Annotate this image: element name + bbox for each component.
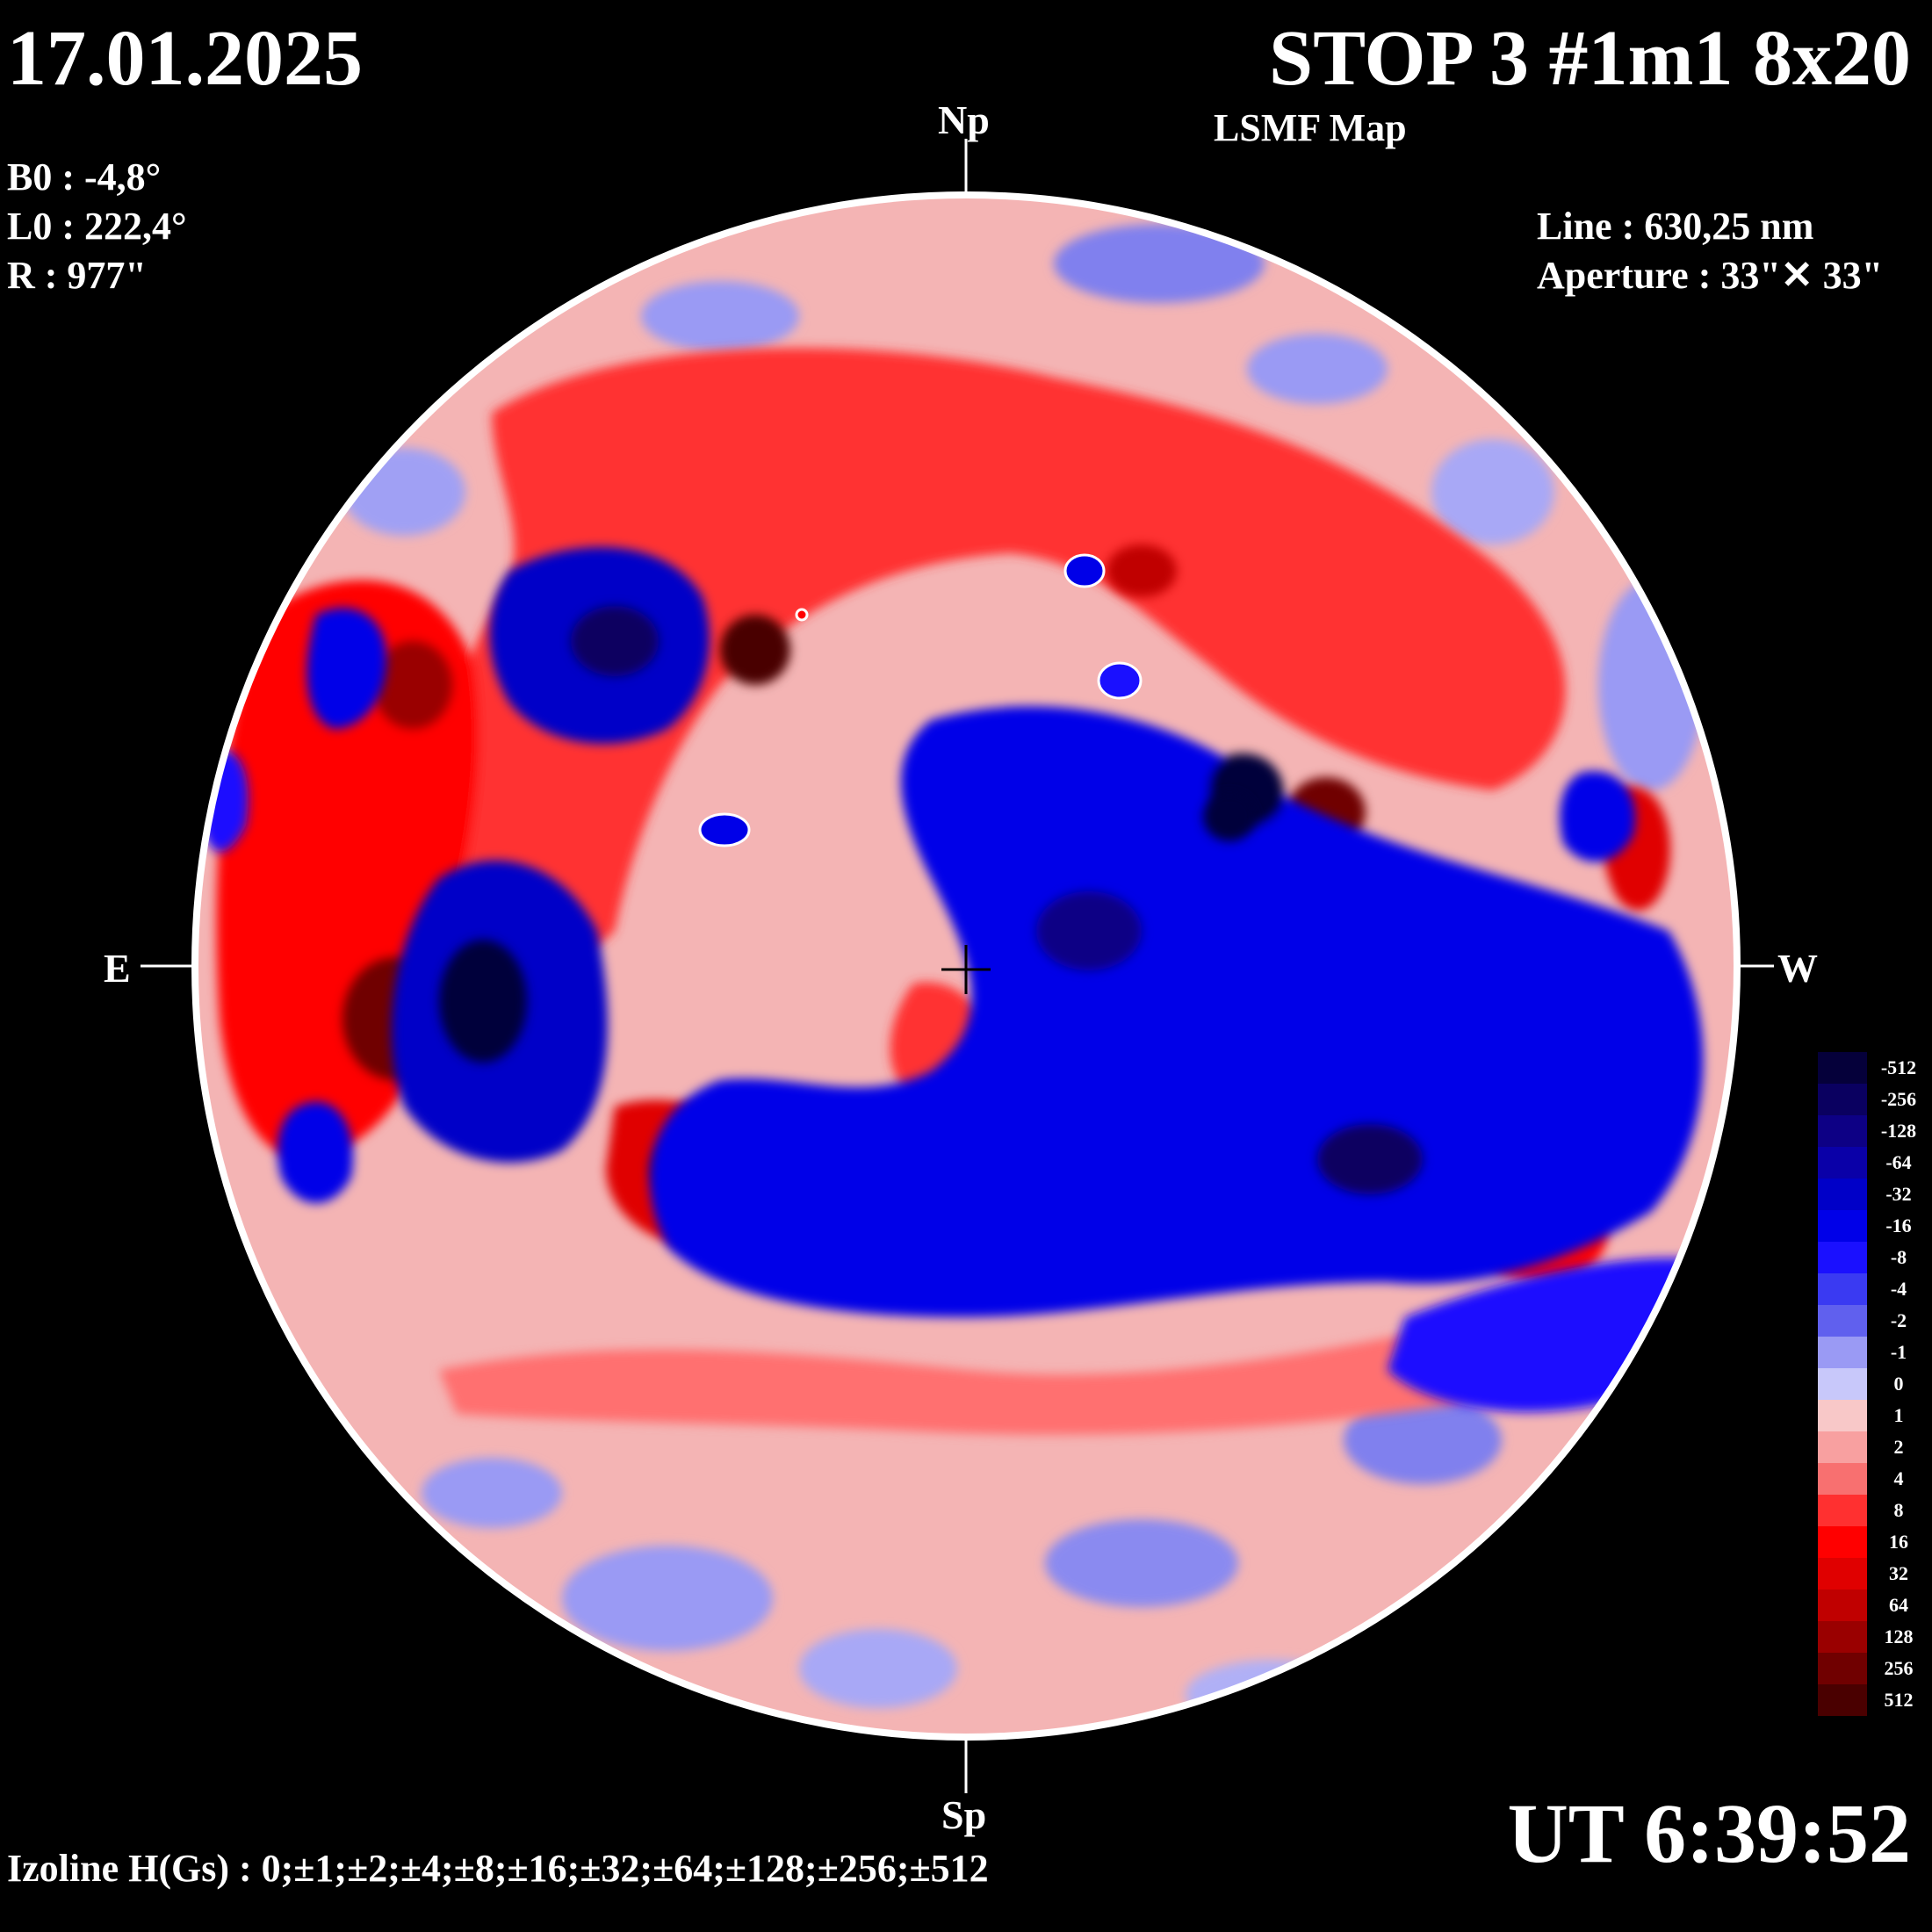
colorbar-cell <box>1818 1305 1867 1337</box>
west-label: W <box>1777 946 1818 991</box>
colorbar-cell <box>1818 1526 1867 1558</box>
colorbar-label: 2 <box>1893 1436 1904 1458</box>
colorbar-cell <box>1818 1337 1867 1368</box>
colorbar-cell <box>1818 1653 1867 1684</box>
colorbar-label: -128 <box>1880 1120 1917 1142</box>
observation-date: 17.01.2025 <box>7 15 363 102</box>
colorbar-label: 256 <box>1884 1657 1914 1679</box>
colorbar-cell <box>1818 1179 1867 1210</box>
colorbar-cell <box>1818 1115 1867 1147</box>
colorbar-cell <box>1818 1400 1867 1431</box>
colorbar-label: -8 <box>1890 1246 1907 1268</box>
aperture: Aperture : 33"✕ 33" <box>1537 254 1884 297</box>
weak-field-mottling <box>342 224 1704 1730</box>
param-b0: B0 : -4,8° <box>7 155 162 198</box>
colorbar-label: -2 <box>1890 1309 1907 1331</box>
colorbar-label: 4 <box>1893 1467 1904 1489</box>
colorbar-label: -4 <box>1890 1278 1907 1300</box>
colorbar-label: 0 <box>1893 1373 1904 1395</box>
south-label: Sp <box>941 1792 987 1837</box>
small-features <box>698 553 1143 847</box>
colorbar-cell <box>1818 1368 1867 1400</box>
map-subtitle: LSMF Map <box>1214 106 1407 149</box>
colorbar-cell <box>1818 1242 1867 1273</box>
ut-time: UT 6:39:52 <box>1507 1786 1911 1880</box>
colorbar-label: 128 <box>1884 1626 1914 1647</box>
colorbar-cell <box>1818 1431 1867 1463</box>
colorbar-label: -1 <box>1890 1341 1907 1363</box>
colorbar-cell <box>1818 1621 1867 1653</box>
colorbar-label: 1 <box>1893 1404 1904 1426</box>
colorbar-cell <box>1818 1684 1867 1716</box>
colorbar <box>1818 1052 1867 1716</box>
colorbar-label: 16 <box>1889 1531 1908 1553</box>
colorbar-label: -64 <box>1885 1151 1912 1173</box>
colorbar-cell <box>1818 1558 1867 1590</box>
colorbar-label: -16 <box>1885 1215 1912 1236</box>
isoline-levels: Izoline H(Gs) : 0;±1;±2;±4;±8;±16;±32;±6… <box>7 1847 989 1890</box>
north-label: Np <box>938 97 990 142</box>
spectral-line: Line : 630,25 nm <box>1537 205 1814 248</box>
colorbar-cell <box>1818 1052 1867 1084</box>
colorbar-label: -512 <box>1880 1056 1917 1078</box>
colorbar-cell <box>1818 1463 1867 1495</box>
strong-negative-cores <box>439 606 1423 1194</box>
colorbar-label: -32 <box>1885 1183 1912 1205</box>
colorbar-cell <box>1818 1590 1867 1621</box>
colorbar-cell <box>1818 1210 1867 1242</box>
colorbar-cell <box>1818 1273 1867 1305</box>
colorbar-label: -256 <box>1880 1088 1917 1110</box>
param-r: R : 977" <box>7 254 147 297</box>
colorbar-label: 8 <box>1893 1499 1904 1521</box>
colorbar-cell <box>1818 1084 1867 1115</box>
param-l0: L0 : 222,4° <box>7 205 187 248</box>
map-title: STOP 3 #1m1 8x20 <box>1269 15 1911 102</box>
colorbar-label: 32 <box>1889 1562 1908 1584</box>
east-label: E <box>104 946 131 991</box>
colorbar-cell <box>1818 1147 1867 1179</box>
colorbar-cell <box>1818 1495 1867 1526</box>
colorbar-label: 64 <box>1889 1594 1908 1616</box>
colorbar-label: 512 <box>1884 1689 1914 1711</box>
